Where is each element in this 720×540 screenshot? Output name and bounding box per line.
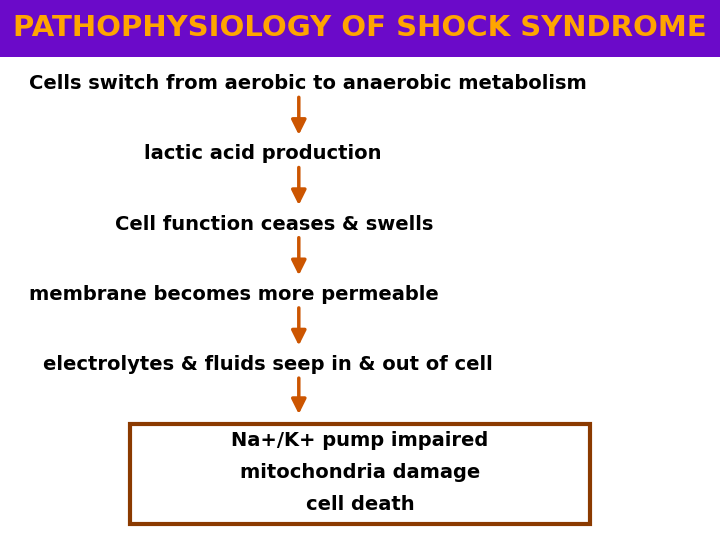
Text: Cells switch from aerobic to anaerobic metabolism: Cells switch from aerobic to anaerobic m… [29, 74, 587, 93]
Text: Na+/K+ pump impaired: Na+/K+ pump impaired [231, 430, 489, 450]
Text: PATHOPHYSIOLOGY OF SHOCK SYNDROME: PATHOPHYSIOLOGY OF SHOCK SYNDROME [13, 15, 707, 42]
Bar [0, 0, 720, 57]
Text: membrane becomes more permeable: membrane becomes more permeable [29, 285, 438, 304]
Text: electrolytes & fluids seep in & out of cell: electrolytes & fluids seep in & out of c… [43, 355, 493, 374]
Text: Cell function ceases & swells: Cell function ceases & swells [115, 214, 433, 234]
Text: lactic acid production: lactic acid production [144, 144, 382, 164]
Text: mitochondria damage: mitochondria damage [240, 463, 480, 482]
Text: cell death: cell death [306, 495, 414, 515]
Bar [130, 424, 590, 524]
